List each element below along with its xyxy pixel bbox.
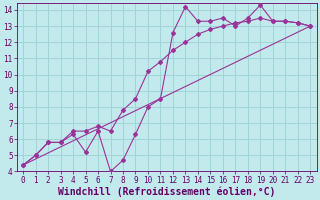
- X-axis label: Windchill (Refroidissement éolien,°C): Windchill (Refroidissement éolien,°C): [58, 186, 276, 197]
